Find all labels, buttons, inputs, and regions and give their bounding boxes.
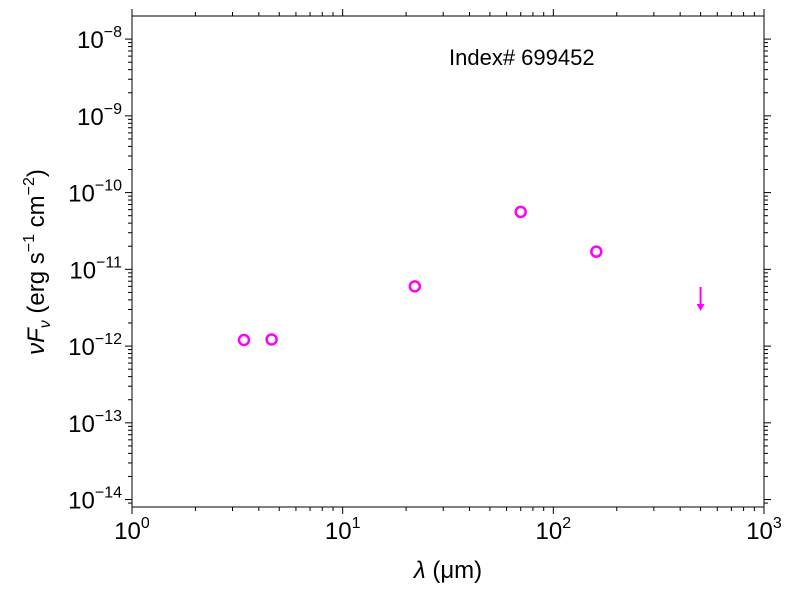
y-tick-label: 10−10: [68, 178, 122, 208]
y-tick-label: 10−14: [68, 485, 122, 515]
x-tick-label: 103: [746, 515, 782, 545]
y-axis-label: νFν (erg s−1 cm−2): [21, 169, 54, 355]
data-point: [237, 333, 251, 347]
x-tick-label: 101: [325, 515, 361, 545]
x-tick-label: 102: [536, 515, 572, 545]
y-tick-label: 10−12: [68, 331, 122, 361]
data-point: [265, 333, 278, 346]
data-point: [590, 245, 603, 258]
index-annotation: Index# 699452: [449, 45, 595, 70]
x-axis-label: λ (μm): [412, 557, 482, 584]
y-tick-label: 10−13: [68, 408, 122, 438]
plot-frame: [131, 15, 765, 508]
data-point: [408, 280, 422, 293]
y-tick-label: 10−9: [77, 101, 122, 131]
y-tick-label: 10−8: [77, 24, 122, 54]
x-tick-label: 100: [114, 515, 150, 545]
upper-limit-arrow: [696, 286, 705, 311]
data-point: [514, 205, 527, 219]
y-tick-label: 10−11: [69, 254, 122, 284]
